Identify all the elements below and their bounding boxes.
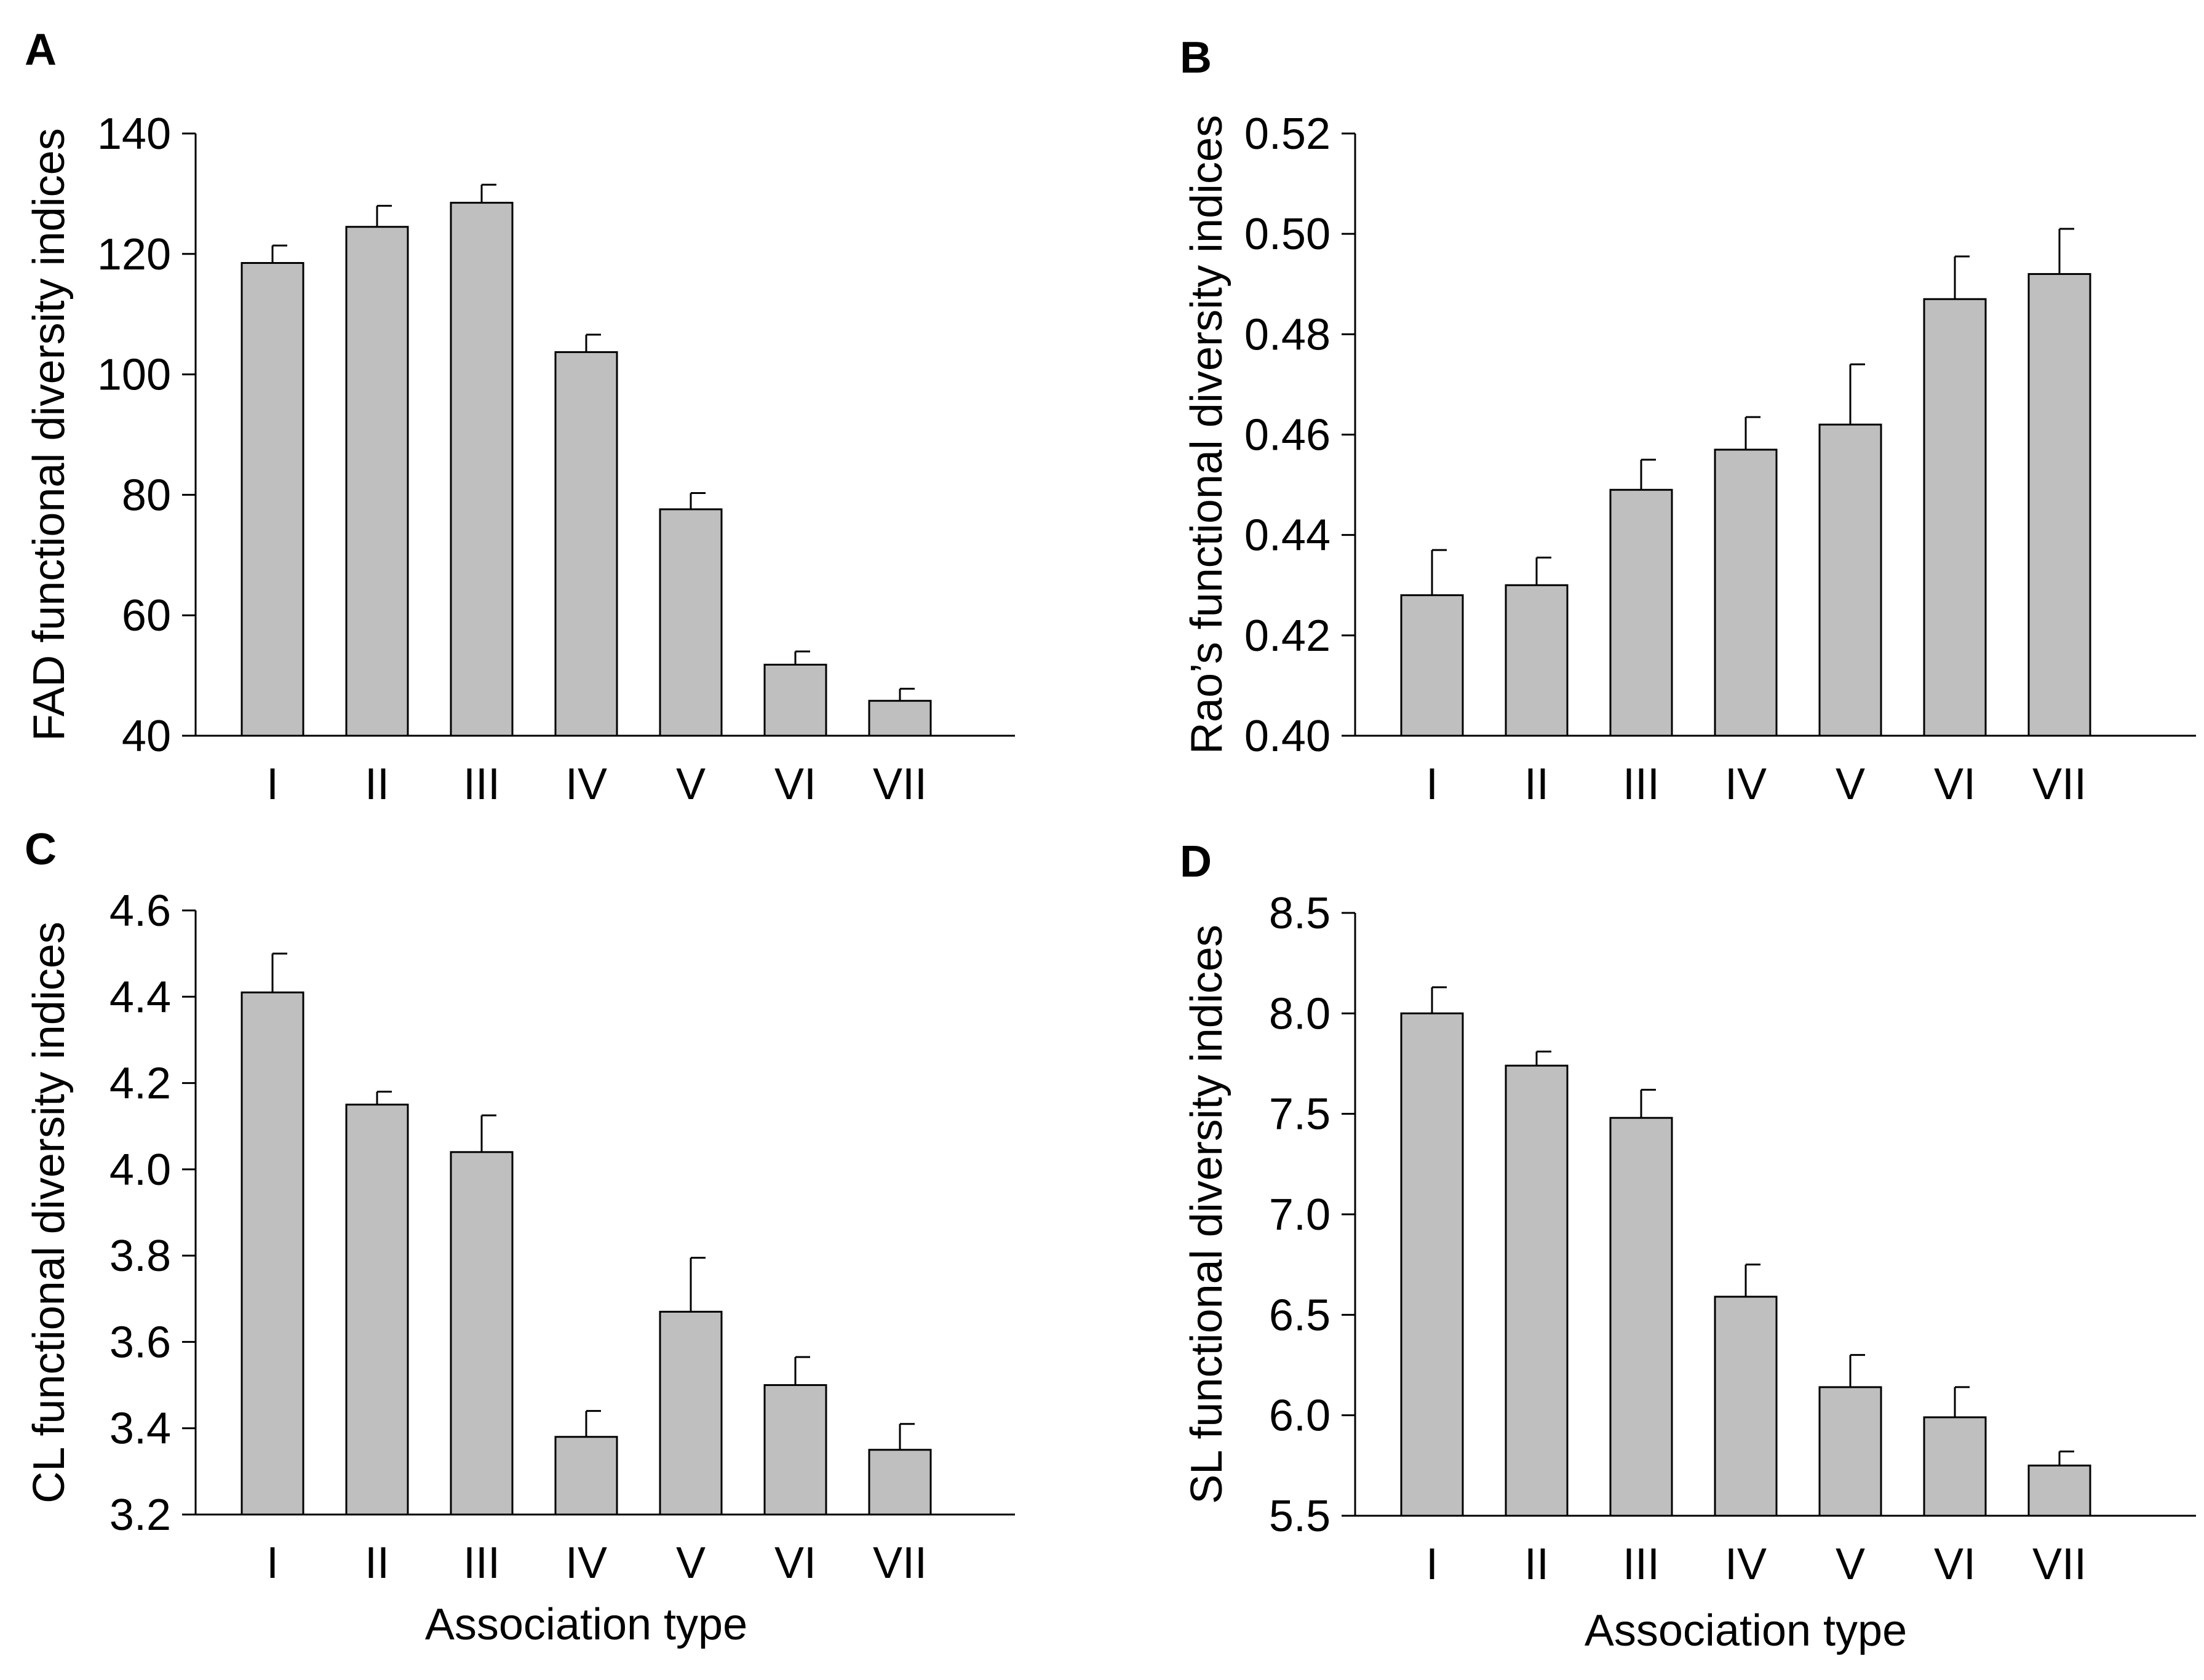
y-axis-title: Rao’s functional diversity indices — [1182, 115, 1231, 754]
x-tick-label: III — [463, 760, 500, 809]
y-tick-label: 4.6 — [109, 886, 171, 936]
y-tick-label: 3.2 — [109, 1491, 171, 1540]
bar-VII — [2027, 1464, 2091, 1517]
y-tick-label: 0.44 — [1244, 511, 1331, 560]
x-tick-label: IV — [1725, 760, 1767, 809]
y-tick-label: 6.5 — [1269, 1291, 1331, 1340]
x-tick-label: VII — [873, 760, 927, 809]
y-tick-label: 7.0 — [1269, 1190, 1331, 1240]
bar-V — [1818, 423, 1882, 737]
y-tick-label: 0.46 — [1244, 411, 1331, 460]
y-tick-label: 5.5 — [1269, 1492, 1331, 1541]
x-tick-label: I — [266, 1539, 279, 1588]
bar-VI — [763, 1384, 827, 1516]
x-tick-label: III — [463, 1539, 500, 1588]
bar-VII — [2027, 273, 2091, 737]
x-tick-label: IV — [565, 1539, 607, 1588]
bar-VII — [868, 1449, 932, 1516]
x-tick-label: VI — [1934, 760, 1976, 809]
x-tick-label: VI — [1934, 1540, 1976, 1589]
x-tick-label: I — [1426, 1540, 1438, 1589]
chart-panel-c: C3.23.43.63.84.04.24.44.6I II III IV V VI VIIC… — [25, 825, 1015, 1649]
x-axis-title: Association type — [1585, 1606, 1907, 1655]
y-tick-label: 100 — [97, 351, 171, 400]
y-axis-title: SL functional diversity indices — [1182, 925, 1231, 1504]
bar-IV — [1714, 1296, 1778, 1517]
x-axis-title: Association type — [425, 1600, 747, 1649]
y-tick-label: 3.4 — [109, 1404, 171, 1454]
bar-IV — [1714, 448, 1778, 737]
x-tick-label: II — [365, 760, 389, 809]
y-tick-label: 7.5 — [1269, 1090, 1331, 1139]
panel-letter: B — [1180, 33, 1212, 82]
x-tick-label: IV — [1725, 1540, 1767, 1589]
x-tick-label: VII — [2032, 760, 2087, 809]
x-tick-label: I — [266, 760, 279, 809]
y-tick-label: 60 — [122, 591, 171, 640]
bar-III — [450, 202, 514, 737]
y-tick-label: 6.0 — [1269, 1391, 1331, 1441]
y-tick-label: 0.48 — [1244, 310, 1331, 359]
y-tick-label: 0.50 — [1244, 210, 1331, 259]
bar-VII — [868, 699, 932, 737]
y-tick-label: 80 — [122, 471, 171, 520]
y-tick-label: 140 — [97, 109, 171, 159]
bar-II — [345, 1104, 409, 1516]
x-tick-label: V — [1836, 760, 1865, 809]
y-tick-label: 4.0 — [109, 1145, 171, 1195]
y-tick-label: 4.4 — [109, 973, 171, 1022]
y-tick-label: 4.2 — [109, 1059, 171, 1109]
x-tick-label: III — [1623, 760, 1660, 809]
x-tick-label: IV — [565, 760, 607, 809]
x-tick-label: VII — [873, 1539, 927, 1588]
y-tick-label: 0.42 — [1244, 611, 1331, 661]
y-tick-label: 3.8 — [109, 1232, 171, 1281]
bar-II — [1505, 1064, 1569, 1517]
y-tick-label: 8.5 — [1269, 889, 1331, 938]
bar-VI — [1923, 298, 1987, 737]
panel-letter: C — [25, 825, 57, 874]
y-tick-label: 120 — [97, 230, 171, 279]
x-tick-label: I — [1426, 760, 1438, 809]
y-tick-label: 0.52 — [1244, 109, 1331, 159]
bar-VI — [763, 663, 827, 737]
x-tick-label: VI — [774, 1539, 816, 1588]
bar-IV — [554, 351, 618, 737]
bar-V — [1818, 1386, 1882, 1517]
y-tick-label: 40 — [122, 712, 171, 761]
x-tick-label: II — [1524, 760, 1549, 809]
bar-II — [1505, 584, 1569, 737]
x-tick-label: V — [1836, 1540, 1865, 1589]
bar-I — [241, 991, 304, 1516]
bar-III — [1609, 488, 1673, 737]
bar-III — [450, 1151, 514, 1516]
bar-V — [659, 508, 723, 737]
x-tick-label: III — [1623, 1540, 1660, 1589]
bar-IV — [554, 1436, 618, 1516]
y-axis-title: FAD functional diversity indices — [25, 128, 74, 741]
bar-V — [659, 1310, 723, 1516]
x-tick-label: II — [1524, 1540, 1549, 1589]
x-tick-label: V — [676, 760, 706, 809]
chart-panel-b: B0.400.420.440.460.480.500.52I II III IV V VI… — [1180, 33, 2196, 809]
bar-I — [1400, 1012, 1464, 1517]
panel-letter: A — [25, 25, 57, 74]
bar-VI — [1923, 1416, 1987, 1517]
x-tick-label: VII — [2032, 1540, 2087, 1589]
x-tick-label: V — [676, 1539, 706, 1588]
y-axis-title: CL functional diversity indices — [25, 922, 74, 1503]
y-tick-label: 3.6 — [109, 1318, 171, 1367]
y-tick-label: 0.40 — [1244, 712, 1331, 761]
x-tick-label: II — [365, 1539, 389, 1588]
x-tick-label: VI — [774, 760, 816, 809]
bar-I — [241, 261, 304, 737]
bar-I — [1400, 594, 1464, 737]
bar-III — [1609, 1117, 1673, 1517]
panel-letter: D — [1180, 837, 1212, 886]
bar-II — [345, 226, 409, 737]
y-tick-label: 8.0 — [1269, 989, 1331, 1038]
